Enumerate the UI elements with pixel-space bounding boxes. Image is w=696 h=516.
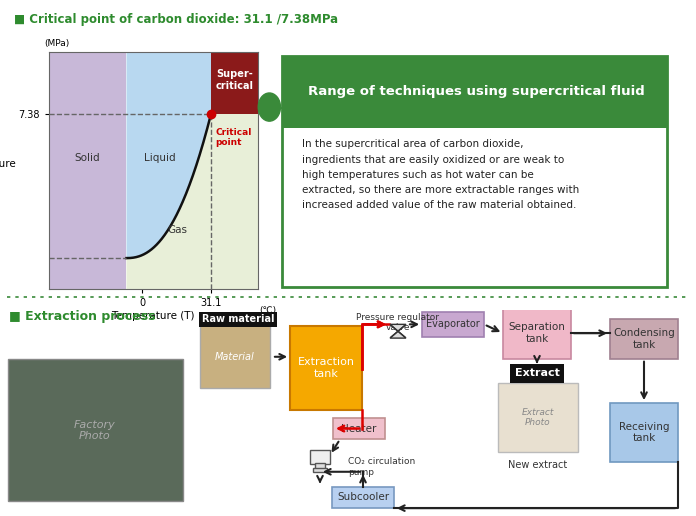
FancyBboxPatch shape (422, 312, 484, 337)
Text: Subcooler: Subcooler (337, 492, 389, 502)
Text: Solid: Solid (74, 153, 100, 164)
Y-axis label: Pressure
(P): Pressure (P) (0, 159, 15, 181)
Text: Pressure regulator
valve: Pressure regulator valve (356, 313, 439, 332)
Text: Super-
critical: Super- critical (215, 69, 253, 91)
FancyBboxPatch shape (283, 56, 667, 127)
Text: Extraction
tank: Extraction tank (297, 357, 354, 379)
Text: Heater: Heater (341, 424, 377, 433)
FancyBboxPatch shape (200, 325, 270, 388)
FancyBboxPatch shape (313, 468, 327, 472)
FancyBboxPatch shape (498, 383, 578, 452)
Text: New extract: New extract (508, 460, 568, 470)
Text: Liquid: Liquid (144, 153, 175, 164)
Text: CO₂ circulation
pump: CO₂ circulation pump (348, 457, 416, 477)
FancyBboxPatch shape (332, 487, 394, 508)
Polygon shape (127, 52, 211, 258)
Polygon shape (390, 325, 406, 331)
FancyBboxPatch shape (8, 359, 183, 501)
FancyBboxPatch shape (333, 418, 385, 439)
Text: (℃): (℃) (260, 305, 277, 315)
Text: ■ Extraction process: ■ Extraction process (10, 310, 156, 322)
Circle shape (258, 93, 280, 121)
FancyBboxPatch shape (283, 56, 667, 286)
FancyBboxPatch shape (310, 450, 330, 464)
Text: (MPa): (MPa) (45, 39, 70, 48)
Polygon shape (390, 331, 406, 338)
Text: Range of techniques using supercritical fluid: Range of techniques using supercritical … (308, 86, 645, 99)
Text: Extract: Extract (514, 368, 560, 378)
Text: Material: Material (215, 352, 255, 362)
Text: Raw material: Raw material (202, 314, 274, 325)
Polygon shape (49, 52, 127, 289)
FancyBboxPatch shape (610, 403, 678, 462)
FancyBboxPatch shape (315, 463, 325, 469)
Text: Factory
Photo: Factory Photo (74, 420, 116, 441)
FancyBboxPatch shape (610, 319, 678, 359)
Text: Critical
point: Critical point (216, 128, 252, 148)
Text: Receiving
tank: Receiving tank (619, 422, 670, 443)
Text: Condensing
tank: Condensing tank (613, 328, 675, 350)
FancyBboxPatch shape (503, 308, 571, 359)
Text: Gas: Gas (168, 224, 188, 235)
X-axis label: Temperature (T): Temperature (T) (111, 311, 195, 321)
Text: In the supercritical area of carbon dioxide,
ingredients that are easily oxidize: In the supercritical area of carbon diox… (302, 139, 580, 210)
Text: Separation
tank: Separation tank (509, 322, 565, 344)
Polygon shape (127, 114, 211, 289)
Polygon shape (211, 52, 258, 114)
Polygon shape (211, 114, 258, 289)
Text: Extract
Photo: Extract Photo (522, 408, 554, 427)
Text: Evaporator: Evaporator (426, 319, 480, 329)
FancyBboxPatch shape (290, 326, 362, 410)
Text: ■ Critical point of carbon dioxide: 31.1 /7.38MPa: ■ Critical point of carbon dioxide: 31.1… (14, 13, 338, 26)
